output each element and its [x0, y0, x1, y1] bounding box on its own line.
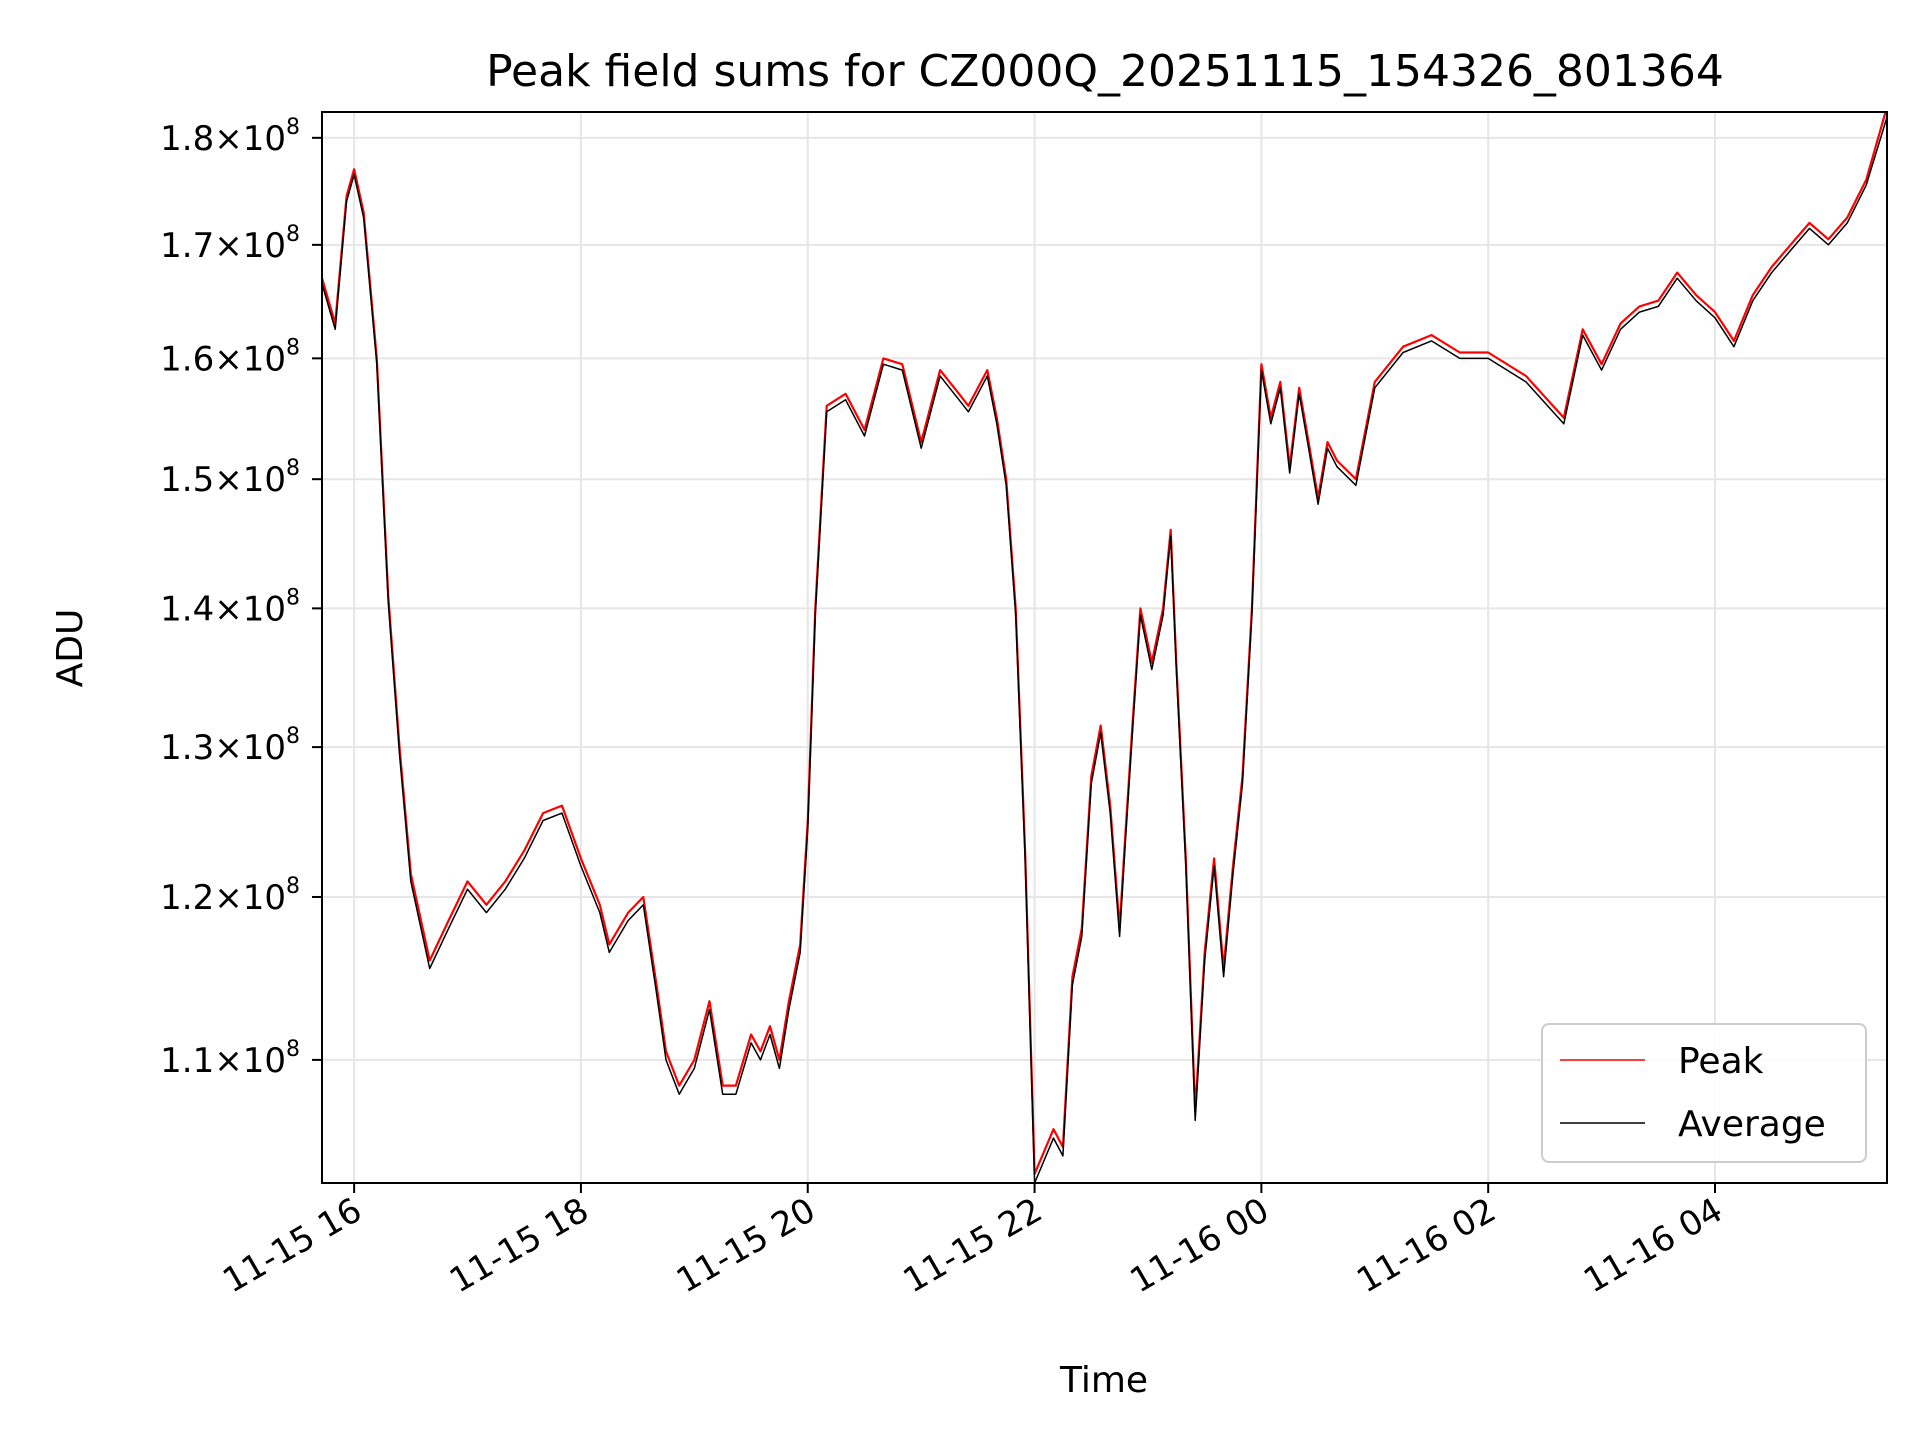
chart-title: Peak field sums for CZ000Q_20251115_1543… [486, 46, 1724, 97]
y-tick-mantissa: 1.6×10 [160, 339, 286, 379]
y-tick-label-text: 1.1×108 [160, 1037, 300, 1081]
y-tick-exponent: 8 [286, 456, 300, 481]
grid [322, 112, 1887, 1183]
y-tick-label-text: 1.8×108 [160, 115, 300, 159]
legend-label-average: Average [1678, 1104, 1826, 1145]
y-tick-mantissa: 1.1×10 [160, 1041, 286, 1081]
y-tick-label: 1.2×108 [160, 874, 300, 918]
y-tick-mantissa: 1.2×10 [160, 878, 286, 918]
y-tick-mantissa: 1.4×10 [160, 589, 286, 629]
y-tick-label-text: 1.6×108 [160, 335, 300, 379]
y-tick-label-text: 1.2×108 [160, 874, 300, 918]
y-tick-exponent: 8 [286, 585, 300, 610]
y-tick-exponent: 8 [286, 222, 300, 247]
y-tick-label: 1.4×108 [160, 585, 300, 629]
plot-frame [321, 111, 1888, 1184]
y-tick-label-text: 1.4×108 [160, 585, 300, 629]
y-tick-label: 1.1×108 [160, 1037, 300, 1081]
y-tick-label-text: 1.3×108 [160, 724, 300, 768]
y-tick-label: 1.8×108 [160, 115, 300, 159]
series-group [322, 112, 1887, 1183]
y-tick-label-text: 1.7×108 [160, 222, 300, 266]
y-tick-mantissa: 1.5×10 [160, 460, 286, 500]
y-tick-mantissa: 1.7×10 [160, 226, 286, 266]
x-axis-label: Time [1059, 1360, 1148, 1401]
y-tick-label: 1.3×108 [160, 724, 300, 768]
y-tick-exponent: 8 [286, 115, 300, 140]
y-tick-label: 1.5×108 [160, 456, 300, 500]
legend-label-peak: Peak [1678, 1041, 1764, 1082]
y-axis: 1.1×1081.2×1081.3×1081.4×1081.5×1081.6×1… [160, 115, 322, 1081]
legend: Peak Average [1541, 1023, 1867, 1163]
y-tick-label: 1.6×108 [160, 335, 300, 379]
legend-box [1541, 1023, 1867, 1163]
y-tick-mantissa: 1.3×10 [160, 728, 286, 768]
series-line-average [322, 116, 1887, 1183]
y-tick-label-text: 1.5×108 [160, 456, 300, 500]
y-tick-exponent: 8 [286, 724, 300, 749]
y-tick-mantissa: 1.8×10 [160, 119, 286, 159]
series-line-peak [322, 112, 1887, 1176]
y-tick-exponent: 8 [286, 874, 300, 899]
y-tick-exponent: 8 [286, 1037, 300, 1062]
y-axis-label: ADU [50, 609, 91, 688]
y-tick-exponent: 8 [286, 335, 300, 360]
y-tick-label: 1.7×108 [160, 222, 300, 266]
